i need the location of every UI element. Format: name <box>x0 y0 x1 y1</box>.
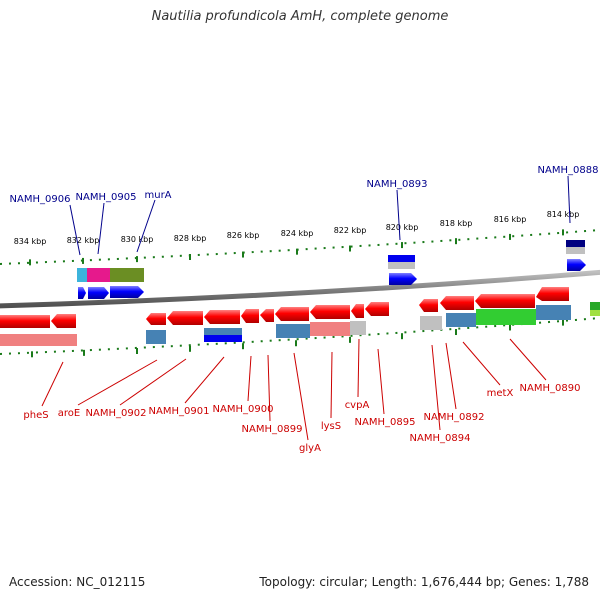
gene-label[interactable]: aroE <box>58 408 80 419</box>
label-leader-line <box>267 354 271 422</box>
gene-arrow[interactable] <box>51 314 76 328</box>
gene-label[interactable]: NAMH_0901 <box>149 406 210 417</box>
axis-tick-label: 822 kbp <box>334 226 367 235</box>
feature-steelblue[interactable] <box>446 313 476 327</box>
gene-arrow[interactable] <box>389 273 417 285</box>
label-leader-line <box>445 342 457 410</box>
label-leader-line <box>136 199 156 253</box>
gene-arrow[interactable] <box>260 309 274 322</box>
axis-tick-label: 826 kbp <box>227 231 260 240</box>
feature-olive[interactable] <box>110 268 144 282</box>
label-leader-line <box>377 348 385 415</box>
feature-gray[interactable] <box>566 247 585 254</box>
gene-arrow[interactable] <box>146 313 166 325</box>
gene-arrow[interactable] <box>204 310 240 324</box>
feature-magenta[interactable] <box>87 268 110 282</box>
axis-tick-label: 820 kbp <box>386 223 419 232</box>
gene-label[interactable]: NAMH_0900 <box>213 404 274 415</box>
feature-cyan[interactable] <box>77 268 87 282</box>
axis-tick-label: 834 kbp <box>14 237 47 246</box>
gene-label[interactable]: NAMH_0899 <box>242 424 303 435</box>
label-leader-line <box>431 344 441 431</box>
gene-arrow[interactable] <box>351 304 364 318</box>
label-leader-line <box>462 341 501 386</box>
map-title: Nautilia profundicola AmH, complete geno… <box>151 9 449 24</box>
feature-green[interactable] <box>590 302 600 310</box>
feature-green[interactable] <box>476 309 536 325</box>
label-leader-line <box>41 361 64 407</box>
gene-arrow[interactable] <box>275 307 309 321</box>
feature-gray[interactable] <box>350 321 366 335</box>
feature-steelblue[interactable] <box>146 330 166 344</box>
label-leader-line <box>69 204 81 256</box>
label-leader-line <box>184 356 225 404</box>
gene-arrow[interactable] <box>110 286 144 298</box>
gene-label[interactable]: cvpA <box>345 400 370 411</box>
label-leader-line <box>119 358 187 406</box>
gene-label[interactable]: NAMH_0890 <box>520 383 581 394</box>
axis-tick-label: 818 kbp <box>440 219 473 228</box>
label-leader-line <box>97 202 105 255</box>
axis-tick-label: 816 kbp <box>494 215 527 224</box>
label-leader-line <box>357 338 360 398</box>
gene-label[interactable]: NAMH_0892 <box>424 412 485 423</box>
feature-blue[interactable] <box>388 255 415 262</box>
gene-label[interactable]: NAMH_0905 <box>76 192 137 203</box>
gene-label[interactable]: lysS <box>321 421 341 432</box>
label-leader-line <box>77 359 158 406</box>
gene-label[interactable]: NAMH_0895 <box>355 417 416 428</box>
label-leader-line <box>567 175 571 224</box>
label-leader-line <box>509 338 547 381</box>
axis-tick-label: 830 kbp <box>121 235 154 244</box>
accession-text: Accession: NC_012115 <box>9 575 146 589</box>
axis-tick-label: 828 kbp <box>174 234 207 243</box>
gene-label[interactable]: pheS <box>23 410 48 421</box>
genome-backbone <box>0 269 600 309</box>
feature-gray[interactable] <box>388 262 415 269</box>
gene-label[interactable]: NAMH_0906 <box>10 194 71 205</box>
feature-navy[interactable] <box>566 240 585 247</box>
axis-tick-label: 832 kbp <box>67 236 100 245</box>
gene-arrow[interactable] <box>88 287 109 299</box>
axis-tick-label: 814 kbp <box>547 210 580 219</box>
gene-arrow[interactable] <box>440 296 474 310</box>
feature-pink[interactable] <box>0 334 77 346</box>
gene-arrow[interactable] <box>567 259 586 271</box>
forward-strand-features <box>77 240 600 316</box>
label-leader-line <box>293 352 309 441</box>
gene-label[interactable]: metX <box>487 388 514 399</box>
gene-label[interactable]: NAMH_0893 <box>367 179 428 190</box>
label-leader-line <box>396 189 401 241</box>
gene-label[interactable]: glyA <box>299 443 321 454</box>
feature-pink[interactable] <box>310 322 350 336</box>
axis-tick-label: 824 kbp <box>281 229 314 238</box>
feature-gray[interactable] <box>420 316 442 330</box>
label-leader-line <box>247 355 252 402</box>
feature-blue[interactable] <box>204 335 242 342</box>
feature-steelblue[interactable] <box>204 328 242 335</box>
reverse-strand-features <box>0 287 571 346</box>
label-leader-line <box>330 351 333 419</box>
gene-label[interactable]: NAMH_0894 <box>410 433 471 444</box>
gene-arrow[interactable] <box>475 294 535 308</box>
gene-arrow[interactable] <box>241 309 259 323</box>
gene-arrow[interactable] <box>78 287 86 299</box>
gene-arrow[interactable] <box>167 311 203 325</box>
gene-label[interactable]: NAMH_0888 <box>538 165 599 176</box>
gene-label[interactable]: murA <box>144 190 171 201</box>
gene-arrow[interactable] <box>365 302 389 316</box>
gene-arrow[interactable] <box>0 315 50 328</box>
gene-arrow[interactable] <box>419 299 438 312</box>
feature-steelblue[interactable] <box>536 305 571 320</box>
gene-label[interactable]: NAMH_0902 <box>86 408 147 419</box>
genome-summary-text: Topology: circular; Length: 1,676,444 bp… <box>259 575 589 589</box>
gene-arrow[interactable] <box>310 305 350 319</box>
feature-steelblue[interactable] <box>276 324 310 338</box>
feature-lime[interactable] <box>590 310 600 316</box>
gene-arrow[interactable] <box>536 287 569 301</box>
